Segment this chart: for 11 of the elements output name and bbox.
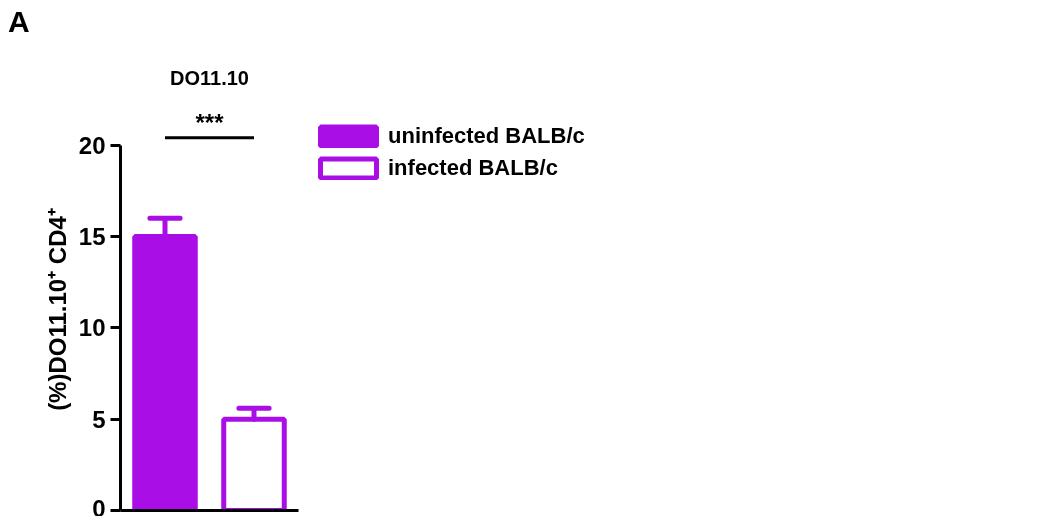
y-axis-title: (%)DO11.10⁺ CD4⁺	[43, 208, 71, 411]
y-tick-label: 5	[92, 405, 106, 433]
y-tick-label: 15	[78, 222, 106, 250]
y-tick-label: 20	[78, 131, 106, 159]
legend-label: infected BALB/c	[388, 155, 558, 181]
text: ***	[195, 108, 225, 136]
legend-label: uninfected BALB/c	[388, 123, 585, 149]
chart-title: DO11.10	[170, 66, 249, 89]
text: A	[8, 5, 30, 39]
y-tick-label: 0	[92, 494, 106, 522]
y-tick-label: 10	[78, 314, 106, 342]
